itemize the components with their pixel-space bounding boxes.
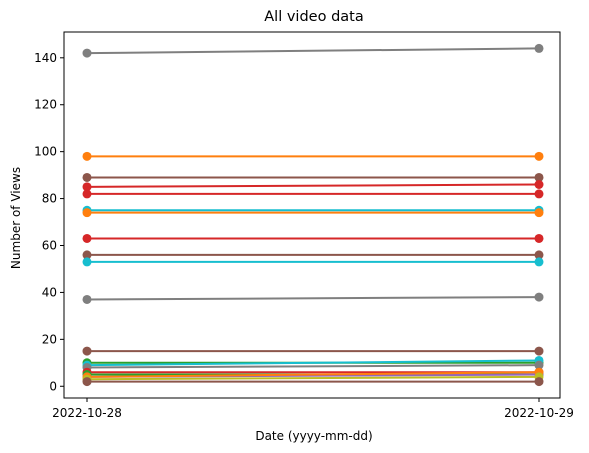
data-point	[534, 208, 544, 218]
series-line	[86, 375, 540, 381]
y-tick-label: 40	[42, 285, 57, 299]
data-point	[82, 250, 92, 260]
series-21	[82, 377, 544, 387]
data-point	[82, 172, 92, 182]
series-1	[82, 43, 544, 58]
series-2	[82, 151, 544, 161]
series-3	[82, 172, 544, 182]
series-layer	[82, 43, 544, 387]
y-tick-label: 0	[49, 379, 57, 393]
series-9	[82, 250, 544, 260]
data-point	[534, 151, 544, 161]
x-tick-label: 2022-10-28	[52, 406, 122, 420]
data-point	[534, 257, 544, 267]
series-line	[86, 359, 540, 367]
series-4	[82, 180, 544, 192]
data-point	[534, 346, 544, 356]
data-point	[534, 377, 544, 387]
data-point	[534, 360, 544, 370]
x-axis-label: Date (yyyy-mm-dd)	[255, 429, 372, 443]
axes-layer: 0 20 40 60 80 100 120 140 2022-10-28 2022-10-29	[34, 31, 574, 420]
y-tick-label: 100	[34, 145, 57, 159]
data-point	[82, 233, 92, 243]
series-11	[82, 292, 544, 304]
plot-frame	[63, 31, 561, 399]
series-line	[86, 364, 540, 369]
data-point	[82, 346, 92, 356]
data-point	[534, 43, 544, 53]
series-10	[82, 257, 544, 267]
series-5	[82, 189, 544, 199]
data-point	[534, 233, 544, 243]
series-line	[86, 296, 540, 301]
series-12	[82, 346, 544, 356]
y-tick-label: 120	[34, 98, 57, 112]
y-axis-label: Number of Views	[9, 167, 23, 269]
y-tick-label: 140	[34, 51, 57, 65]
series-7	[82, 208, 544, 218]
data-point	[82, 208, 92, 218]
series-line	[86, 47, 540, 55]
series-line	[86, 371, 540, 378]
data-point	[534, 292, 544, 302]
data-point	[82, 151, 92, 161]
y-tick-label: 80	[42, 192, 57, 206]
data-point	[82, 48, 92, 58]
data-point	[534, 189, 544, 199]
data-point	[534, 172, 544, 182]
data-point	[534, 250, 544, 260]
data-point	[534, 180, 544, 189]
data-point	[82, 377, 92, 387]
series-8	[82, 233, 544, 243]
chart-title: All video data	[264, 9, 363, 25]
data-point	[82, 294, 92, 304]
data-point	[82, 257, 92, 267]
x-tick-label: 2022-10-29	[504, 406, 574, 420]
y-tick-label: 20	[42, 332, 57, 346]
y-tick-label: 60	[42, 239, 57, 253]
data-point	[82, 182, 92, 192]
data-point	[82, 189, 92, 199]
series-line	[86, 183, 540, 188]
